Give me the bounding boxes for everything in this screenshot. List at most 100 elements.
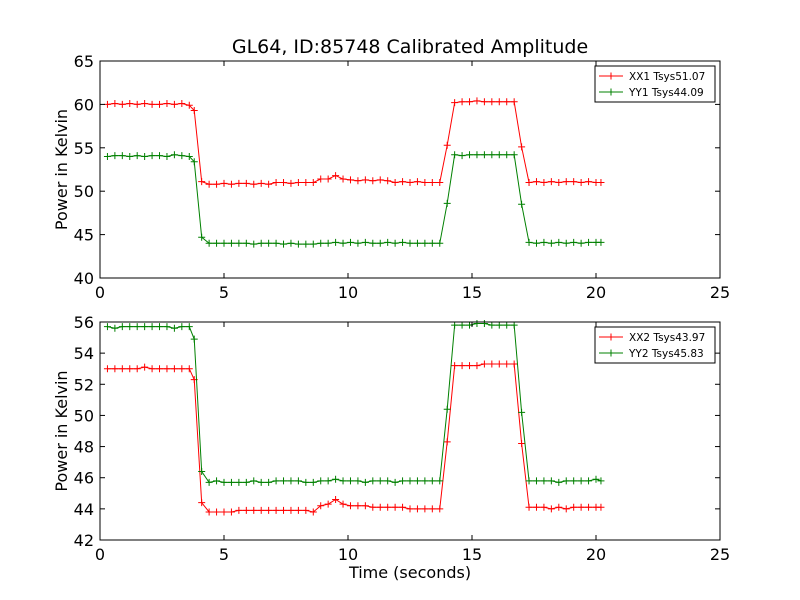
data-point: [592, 475, 600, 483]
data-point: [451, 99, 459, 107]
legend-marker: [607, 72, 615, 80]
data-point: [451, 321, 459, 329]
data-point: [265, 506, 273, 514]
legend-box: [594, 326, 716, 364]
data-point: [443, 199, 451, 207]
data-point: [488, 98, 496, 106]
y-tick-label: 60: [74, 95, 94, 114]
data-point: [488, 360, 496, 368]
data-point: [111, 152, 119, 160]
data-point: [126, 323, 134, 331]
legend-label: XX1 Tsys51.07: [629, 71, 705, 83]
data-point: [361, 176, 369, 184]
data-point: [118, 100, 126, 108]
series-line: [107, 154, 601, 245]
data-point: [585, 503, 593, 511]
data-point: [480, 151, 488, 159]
data-point: [547, 505, 555, 513]
data-point: [111, 100, 119, 108]
data-point: [503, 360, 511, 368]
data-point: [458, 98, 466, 106]
data-point: [503, 321, 511, 329]
data-point: [213, 180, 221, 188]
data-point: [384, 503, 392, 511]
x-tick-label: 0: [95, 545, 105, 564]
data-point: [309, 240, 317, 248]
data-point: [376, 176, 384, 184]
data-point: [133, 323, 141, 331]
data-point: [317, 477, 325, 485]
data-point: [133, 365, 141, 373]
data-point: [339, 239, 347, 247]
data-point: [369, 477, 377, 485]
data-point: [257, 478, 265, 486]
data-point: [473, 97, 481, 105]
data-point: [163, 365, 171, 373]
data-point: [518, 143, 526, 151]
data-point: [178, 100, 186, 108]
data-point: [547, 178, 555, 186]
data-point: [562, 239, 570, 247]
data-point: [428, 179, 436, 187]
data-point: [443, 405, 451, 413]
data-point: [103, 365, 111, 373]
data-point: [413, 239, 421, 247]
data-point: [185, 323, 193, 331]
data-point: [510, 321, 518, 329]
y-tick-label: 44: [74, 500, 94, 519]
data-point: [339, 477, 347, 485]
data-point: [190, 335, 198, 343]
data-point: [265, 239, 273, 247]
data-point: [280, 179, 288, 187]
data-point: [205, 180, 213, 188]
data-point: [376, 239, 384, 247]
data-point: [126, 152, 134, 160]
x-tick-label: 5: [219, 283, 229, 302]
data-point: [250, 180, 258, 188]
legend: XX1 Tsys51.07 YY1 Tsys44.09: [594, 65, 716, 103]
data-point: [480, 360, 488, 368]
data-point: [577, 179, 585, 187]
data-point: [302, 506, 310, 514]
data-point: [436, 179, 444, 187]
data-point: [413, 477, 421, 485]
data-point: [354, 177, 362, 185]
data-point: [391, 239, 399, 247]
data-point: [242, 179, 250, 187]
data-point: [265, 180, 273, 188]
data-point: [324, 239, 332, 247]
data-point: [250, 477, 258, 485]
data-point: [302, 478, 310, 486]
series-line: [107, 323, 602, 483]
y-tick-label: 46: [74, 469, 94, 488]
data-point: [294, 240, 302, 248]
data-point: [324, 477, 332, 485]
data-point: [185, 152, 193, 160]
data-point: [190, 158, 198, 166]
data-point: [133, 100, 141, 108]
data-point: [272, 239, 280, 247]
data-point: [294, 477, 302, 485]
data-point: [103, 100, 111, 108]
data-point: [570, 503, 578, 511]
data-point: [156, 152, 164, 160]
bottom-panel: 0 5 10 15 20 25 42 44 46 48 50 52 54 56 Power in Kelvi…: [52, 313, 730, 582]
y-tick-label: 42: [74, 531, 94, 550]
axes-frame: [99, 60, 721, 279]
x-tick-label: 25: [710, 545, 730, 564]
data-point: [287, 239, 295, 247]
data-point: [332, 496, 340, 504]
data-point: [510, 151, 518, 159]
data-point: [156, 323, 164, 331]
y-tick-label: 50: [74, 182, 94, 201]
data-point: [495, 98, 503, 106]
data-point: [421, 477, 429, 485]
x-axis-label: Time (seconds): [348, 563, 471, 582]
data-point: [309, 179, 317, 187]
data-point: [287, 179, 295, 187]
data-point: [399, 503, 407, 511]
data-point: [384, 238, 392, 246]
data-point: [213, 477, 221, 485]
chart-title: GL64, ID:85748 Calibrated Amplitude: [232, 36, 588, 58]
